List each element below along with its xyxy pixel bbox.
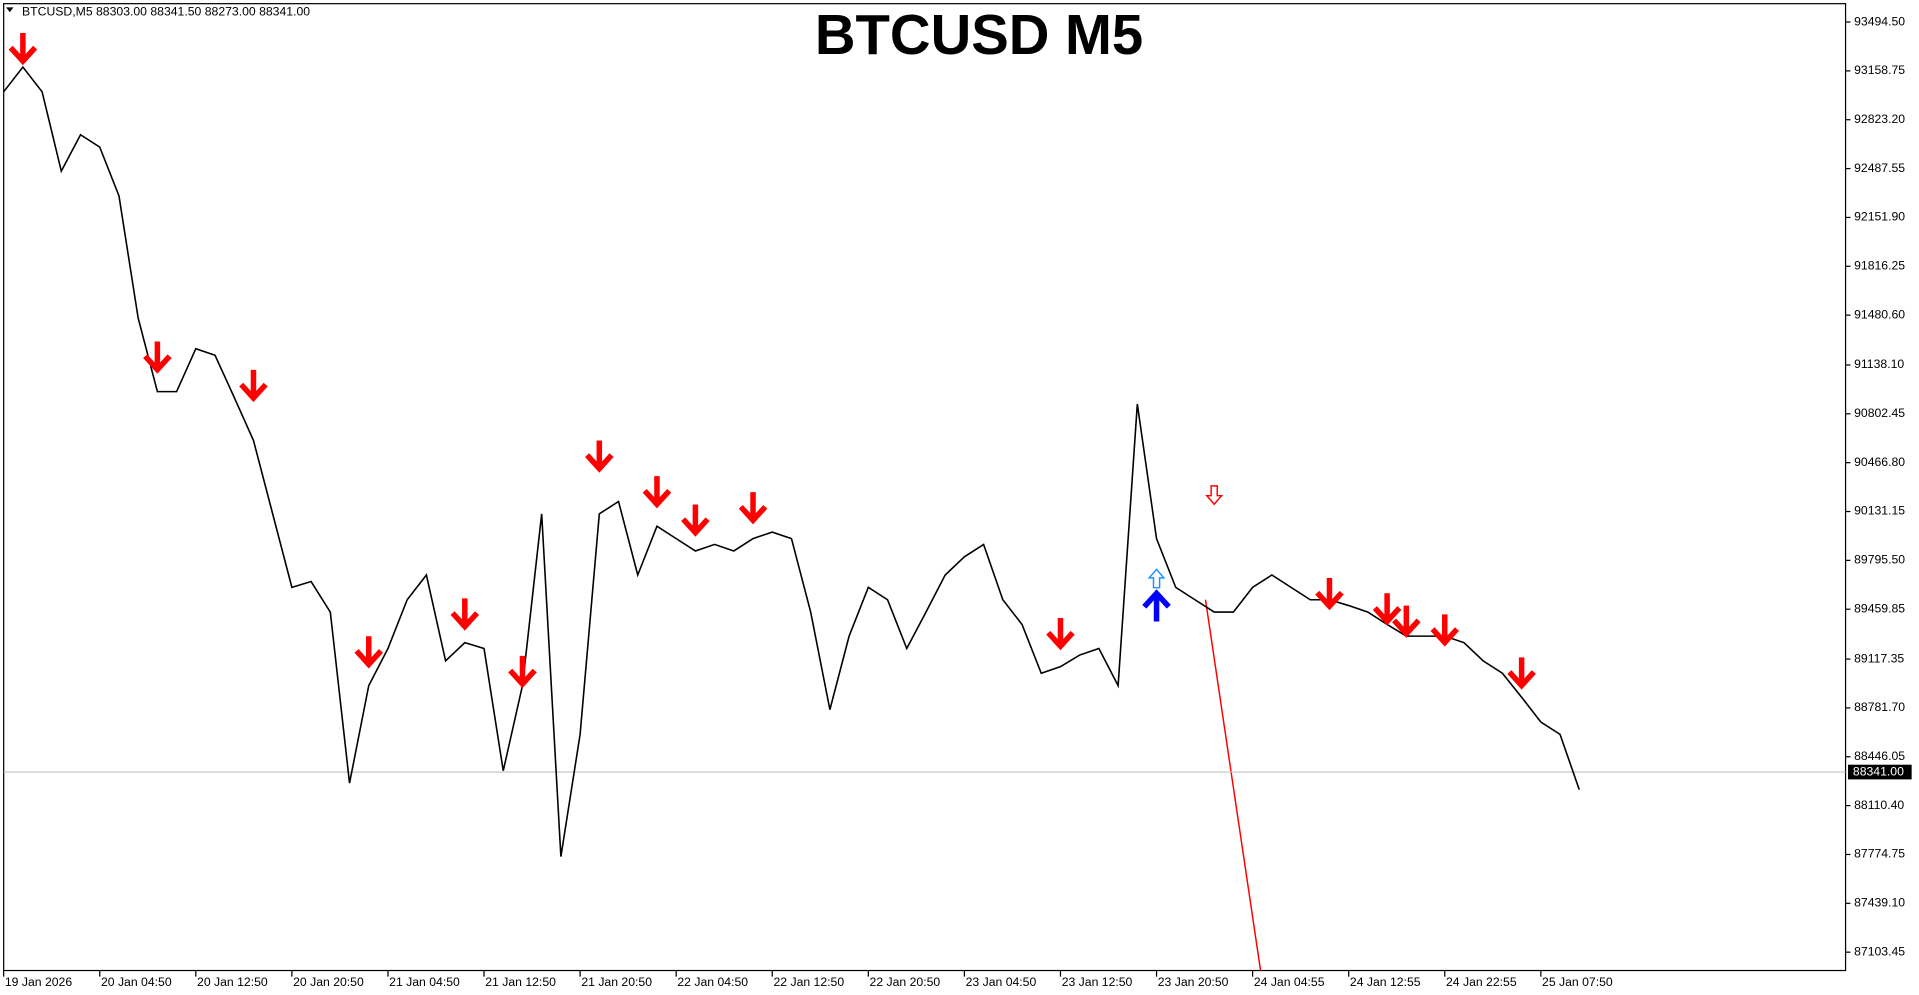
marks <box>8 32 1536 690</box>
signal-arrow <box>354 636 384 669</box>
x-tick-label: 24 Jan 22:55 <box>1446 975 1517 989</box>
x-tick-label: 23 Jan 20:50 <box>1158 975 1229 989</box>
symbol-header: BTCUSD,M5 88303.00 88341.50 88273.00 883… <box>22 4 310 18</box>
y-tick-label: 87103.45 <box>1854 944 1905 958</box>
y-tick-label: 92151.90 <box>1854 210 1905 224</box>
y-tick-label: 90131.15 <box>1854 504 1905 518</box>
signal-arrow <box>450 598 480 631</box>
x-tick-label: 20 Jan 20:50 <box>293 975 364 989</box>
signal-arrow <box>642 476 672 509</box>
y-tick-label: 87774.75 <box>1854 847 1905 861</box>
y-tick-label: 90802.45 <box>1854 406 1905 420</box>
y-tick-label: 93494.50 <box>1854 14 1905 28</box>
signal-arrow <box>1430 614 1460 647</box>
signal-arrow <box>143 341 172 374</box>
y-tick-label: 91480.60 <box>1854 307 1905 321</box>
price-line <box>3 65 1581 857</box>
signal-arrow <box>1046 618 1075 651</box>
x-tick-label: 21 Jan 04:50 <box>389 975 460 989</box>
x-tick-label: 20 Jan 04:50 <box>101 975 172 989</box>
plot-frame <box>3 3 1847 972</box>
signal-arrow <box>1392 605 1421 638</box>
y-tick-label: 89117.35 <box>1854 651 1904 665</box>
x-tick-label: 21 Jan 20:50 <box>581 975 652 989</box>
menu-triangle[interactable] <box>6 7 14 13</box>
y-tick-label: 92487.55 <box>1854 161 1905 175</box>
signal-arrow <box>1315 578 1344 611</box>
x-tick-label: 22 Jan 12:50 <box>773 975 844 989</box>
x-tick-label: 23 Jan 12:50 <box>1062 975 1133 989</box>
y-tick-label: 87439.10 <box>1854 896 1905 910</box>
signal-arrow <box>738 492 768 525</box>
x-tick-label: 21 Jan 12:50 <box>485 975 556 989</box>
signal-arrow <box>1507 657 1536 690</box>
y-tick-label: 90466.80 <box>1854 455 1905 469</box>
signal-arrow <box>239 369 268 403</box>
trend-line <box>1204 599 1262 971</box>
y-tick-label: 88110.40 <box>1854 798 1904 812</box>
y-tick-label: 91138.10 <box>1854 357 1904 371</box>
x-tick-label: 23 Jan 04:50 <box>966 975 1037 989</box>
y-tick-label: 88781.70 <box>1854 700 1905 714</box>
x-tick-label: 22 Jan 04:50 <box>677 975 748 989</box>
x-tick-label: 25 Jan 07:50 <box>1542 975 1613 989</box>
x-tick-label: 24 Jan 12:55 <box>1350 975 1421 989</box>
signal-arrow <box>508 655 537 689</box>
signal-arrow <box>8 32 38 66</box>
hollow-signal-arrow <box>1205 485 1224 506</box>
y-tick-label: 93158.75 <box>1854 63 1905 77</box>
signal-arrow <box>1142 589 1171 622</box>
current-price-box <box>1848 764 1912 780</box>
signal-arrow <box>681 504 710 537</box>
y-tick-label: 89459.85 <box>1854 601 1905 615</box>
hollow-signal-arrow <box>1147 568 1166 589</box>
signal-arrow <box>1372 593 1402 626</box>
x-tick-label: 24 Jan 04:55 <box>1254 975 1325 989</box>
x-tick-label: 20 Jan 12:50 <box>197 975 268 989</box>
y-tick-label: 88446.05 <box>1854 749 1905 763</box>
current-price-label: 88341.00 <box>1853 764 1904 778</box>
y-tick-label: 92823.20 <box>1854 112 1905 126</box>
y-tick-label: 91816.25 <box>1854 259 1905 273</box>
y-tick-label: 89795.50 <box>1854 553 1905 567</box>
x-tick-label: 19 Jan 2026 <box>5 975 72 989</box>
x-tick-label: 22 Jan 20:50 <box>870 975 941 989</box>
signal-arrow <box>585 440 614 473</box>
chart-title: BTCUSD M5 <box>815 3 1143 66</box>
